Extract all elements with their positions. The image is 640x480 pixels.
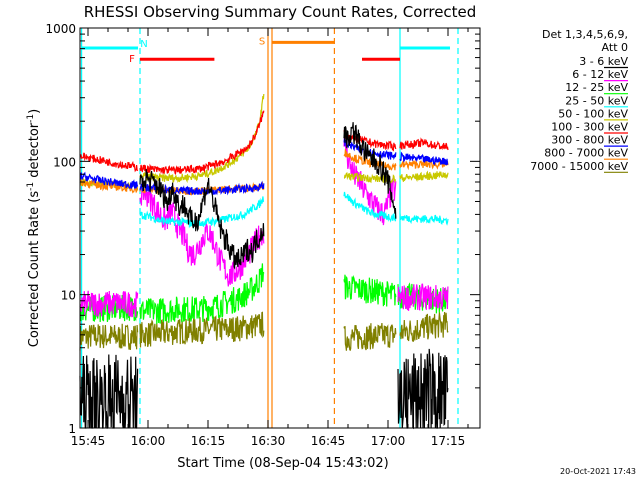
series-segment [79,152,139,173]
x-tick-label: 15:45 [71,434,106,448]
flag-label: N [140,39,147,50]
legend-entry-label: 12 - 25 keV [565,81,628,94]
x-tick-label: 16:45 [311,434,346,448]
x-tick-label: 17:15 [431,434,466,448]
series-segment [139,311,265,348]
series-segment [399,151,449,166]
series-segment [139,263,265,324]
x-axis: 15:45 16:00 16:15 16:30 16:45 17:00 17:15 [71,28,469,448]
chart-title: RHESSI Observing Summary Count Rates, Co… [84,3,477,21]
series-segment [79,171,139,190]
legend-entry-label: 100 - 300 keV [551,121,628,134]
y-axis-title: Corrected Count Rate (s-1 detector-1) [26,109,42,347]
series-segment [397,283,449,311]
legend-entry-label: 6 - 12 keV [572,68,628,81]
series-segment [343,136,397,226]
x-tick-label: 17:00 [371,434,406,448]
y-axis-title-end: ) [27,109,42,114]
series-line [79,311,449,352]
plot-frame [79,27,481,429]
series-segment [343,191,397,223]
series-segment [399,213,449,226]
series-line [79,110,449,176]
series-segment [139,196,265,230]
series-segment [139,110,265,176]
series-segment [343,130,397,152]
flag-label: S [259,36,265,47]
series-segment [399,137,449,151]
series-segment [79,323,139,351]
legend-entry-label: 300 - 800 keV [551,134,628,147]
x-tick-label: 16:15 [191,434,226,448]
legend-entry-label: 3 - 6 keV [579,55,628,68]
series-segment [79,290,139,318]
x-tick-label: 16:30 [251,434,286,448]
x-tick-label: 16:00 [131,434,166,448]
y-tick-label: 10 [61,289,76,303]
y-axis: 1 10 100 1000 [45,22,480,436]
legend-header-attenuator: Att 0 [602,41,628,54]
series-segment [343,274,397,307]
y-axis-title-sup-2: -1 [26,114,36,123]
y-axis-title-mid: detector [27,122,42,182]
series-segment [343,122,397,219]
legend-header-detectors: Det 1,3,4,5,6,9, [542,28,628,41]
series-layer [79,93,449,430]
series-line [139,191,449,230]
series-segment [343,149,397,171]
legend-entry-label: 7000 - 15000 keV [530,160,628,173]
y-axis-title-sup-1: -1 [26,182,36,191]
generation-timestamp: 20-Oct-2021 17:43 [560,467,636,476]
legend-entry-label: 25 - 50 keV [565,94,628,107]
flag-label: F [129,54,135,65]
y-tick-label: 100 [53,155,76,169]
y-tick-label: 1 [68,422,76,436]
series-segment [399,170,449,183]
series-segment [343,322,397,352]
y-tick-label: 1000 [45,22,76,36]
series-segment [79,177,139,191]
series-segment [139,168,265,270]
x-axis-title: Start Time (08-Sep-04 15:43:02) [177,456,388,471]
legend-entry-label: 800 - 7000 keV [544,147,628,160]
legend-entry-label: 50 - 100 keV [558,107,628,120]
flag-bars: NF S [81,36,450,65]
series-segment [139,93,265,184]
series-segment [399,311,449,343]
y-axis-title-main: Corrected Count Rate (s [27,191,42,348]
vertical-markers [80,28,459,428]
